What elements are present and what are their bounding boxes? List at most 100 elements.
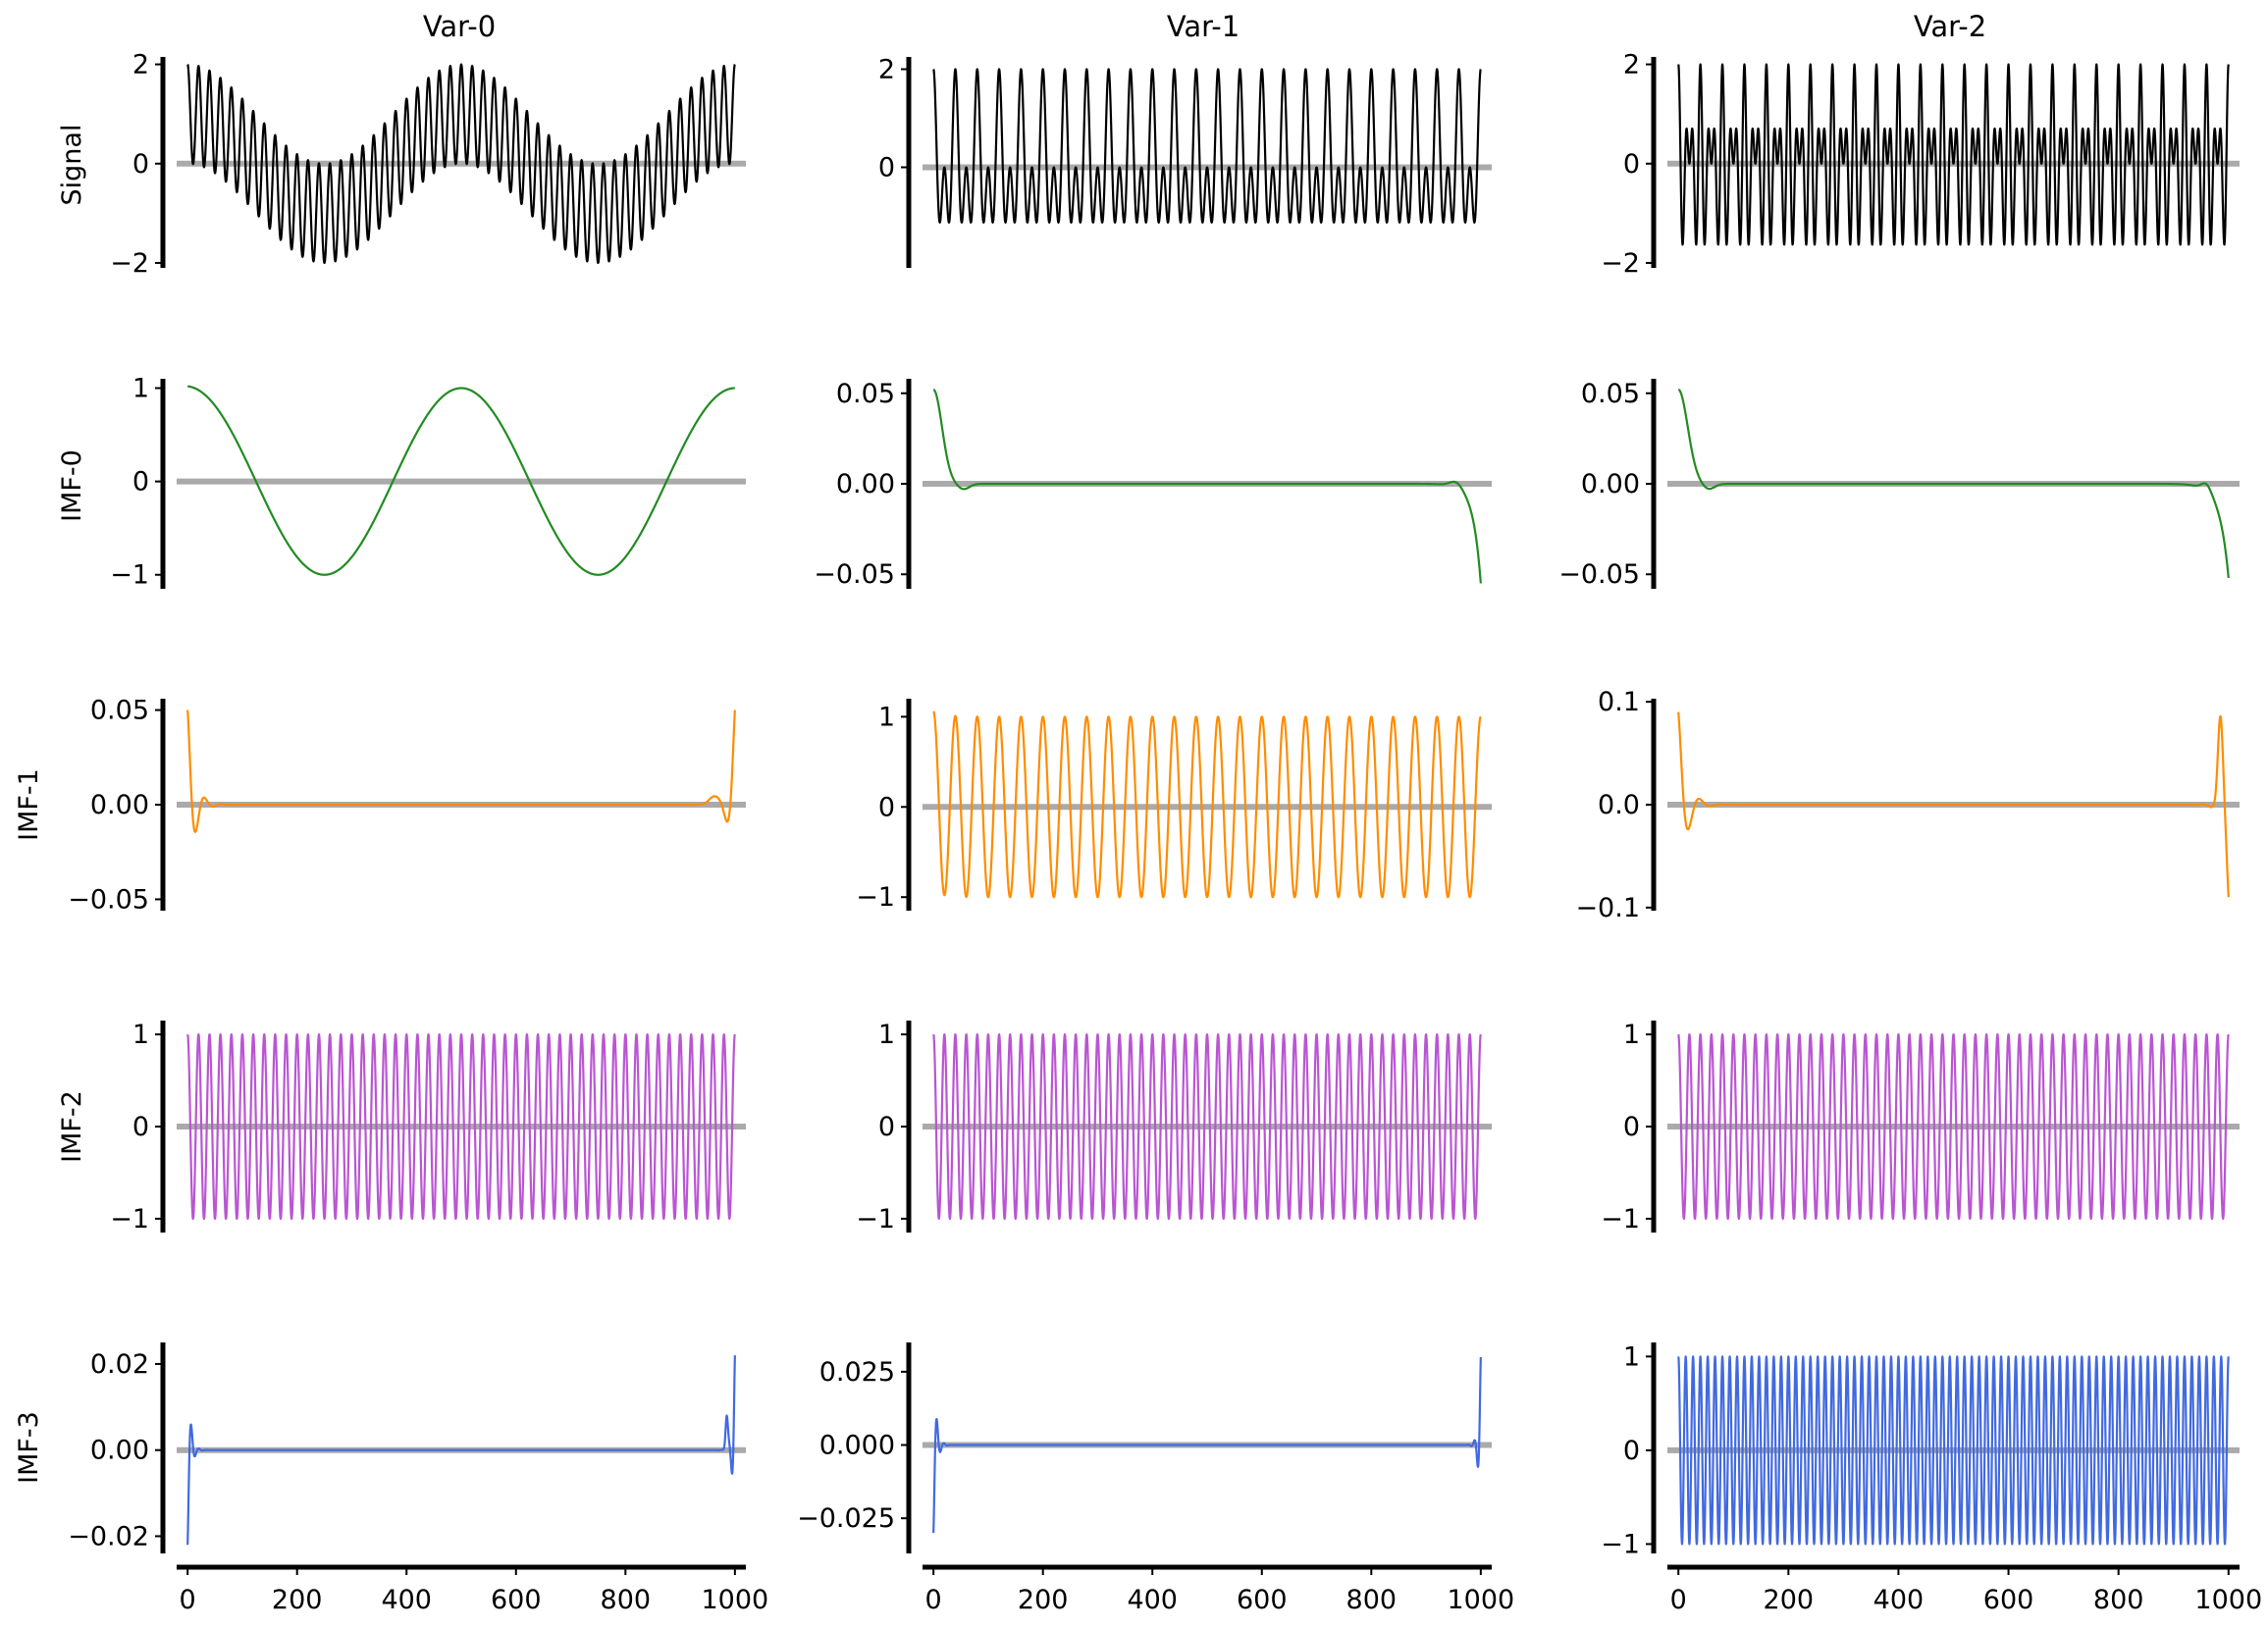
panel-imf-0-var-2-y-tick-label-2: −0.05	[1558, 559, 1640, 590]
panel-imf-2-var-1-y-tick-label-0: 1	[878, 1020, 895, 1050]
panel-imf-1-var-1: 1 0 −1	[856, 699, 1492, 913]
row-label-imf-0: IMF-0	[57, 449, 87, 522]
panel-imf-0-var-2-series-line	[1677, 388, 2230, 579]
x-tick-label-var-1-0: 0	[925, 1585, 942, 1615]
panel-imf-3-var-0-y-tick-label-0: 0.02	[90, 1349, 149, 1380]
panel-signal-var-0-series-line	[186, 63, 736, 265]
panel-imf-3-var-0-y-tick-label-2: −0.02	[68, 1521, 149, 1551]
x-tick-label-var-2-4: 800	[2093, 1585, 2144, 1615]
panel-imf-1-var-0-y-tick-label-0: 0.05	[90, 696, 149, 726]
panel-imf-3-var-1: 0.025 0.000 −0.025	[797, 1342, 1492, 1553]
panel-signal-var-0-y-tick-label-1: 0	[132, 149, 149, 180]
panel-signal-var-0: 2 0 −2	[110, 50, 746, 279]
panel-imf-0-var-1: 0.05 0.00 −0.05	[814, 379, 1492, 590]
row-label-imf-1: IMF-1	[14, 768, 44, 841]
panel-signal-var-2-y-tick-label-2: −2	[1601, 248, 1640, 279]
panel-imf-1-var-1-series-line	[932, 710, 1482, 899]
panel-imf-1-var-0-series-line	[186, 709, 736, 833]
panel-imf-1-var-1-y-tick-label-0: 1	[878, 702, 895, 732]
panel-imf-3-var-2-series-line	[1677, 1355, 2230, 1546]
row-label-signal: Signal	[57, 125, 87, 206]
panel-imf-3-var-2: 1 0 −1	[1601, 1341, 2240, 1559]
panel-signal-var-2-series-line	[1677, 63, 2230, 246]
panel-imf-1-var-0: 0.05 0.00 −0.05	[68, 696, 746, 915]
panel-imf-2-var-2-y-tick-label-0: 1	[1623, 1020, 1640, 1050]
panel-imf-3-var-0-y-tick-label-1: 0.00	[90, 1436, 149, 1466]
panel-imf-3-var-1-y-tick-label-2: −0.025	[797, 1503, 895, 1534]
panel-signal-var-1-y-tick-label-1: 0	[878, 153, 895, 184]
x-tick-label-var-2-2: 400	[1873, 1585, 1925, 1615]
panel-imf-0-var-1-y-tick-label-0: 0.05	[836, 379, 895, 409]
x-tick-label-var-1-1: 200	[1018, 1585, 1069, 1615]
panel-imf-2-var-1-y-tick-label-2: −1	[856, 1204, 895, 1235]
panel-imf-2-var-2: 1 0 −1	[1601, 1020, 2240, 1235]
x-tick-label-var-0-3: 600	[491, 1585, 542, 1615]
panel-signal-var-0-y-tick-label-0: 2	[132, 50, 149, 80]
x-tick-label-var-0-5: 1000	[701, 1585, 768, 1615]
panel-imf-2-var-0-y-tick-label-0: 1	[132, 1020, 149, 1050]
panel-imf-0-var-0-series-line	[186, 385, 736, 576]
row-label-imf-2: IMF-2	[57, 1090, 87, 1163]
panel-imf-2-var-1-y-tick-label-1: 0	[878, 1112, 895, 1142]
panel-imf-2-var-1: 1 0 −1	[856, 1020, 1492, 1235]
panel-imf-3-var-2-y-tick-label-2: −1	[1601, 1529, 1640, 1559]
x-tick-label-var-1-2: 400	[1127, 1585, 1178, 1615]
panel-imf-1-var-1-y-tick-label-1: 0	[878, 792, 895, 822]
panel-imf-0-var-0: 1 0 −1	[110, 374, 746, 591]
x-tick-label-var-2-0: 0	[1670, 1585, 1687, 1615]
x-tick-label-var-0-1: 200	[272, 1585, 323, 1615]
x-tick-label-var-0-0: 0	[180, 1585, 196, 1615]
panel-imf-3-var-2-y-tick-label-1: 0	[1623, 1436, 1640, 1466]
panel-signal-var-1: 20	[878, 55, 1492, 268]
panel-imf-0-var-2: 0.05 0.00 −0.05	[1558, 379, 2240, 590]
x-tick-label-var-0-4: 800	[601, 1585, 652, 1615]
x-tick-label-var-2-1: 200	[1764, 1585, 1815, 1615]
panel-signal-var-1-series-line	[932, 68, 1482, 224]
row-label-imf-3: IMF-3	[14, 1411, 44, 1484]
panel-imf-2-var-0-y-tick-label-2: −1	[110, 1204, 149, 1235]
panel-imf-2-var-2-y-tick-label-1: 0	[1623, 1112, 1640, 1142]
x-tick-label-var-1-5: 1000	[1447, 1585, 1514, 1615]
panel-imf-1-var-1-y-tick-label-2: −1	[856, 882, 895, 913]
panel-imf-0-var-1-y-tick-label-1: 0.00	[836, 469, 895, 499]
x-tick-label-var-0-2: 400	[381, 1585, 432, 1615]
column-title-var-0: Var-0	[423, 10, 496, 43]
panel-imf-3-var-2-y-tick-label-0: 1	[1623, 1341, 1640, 1372]
panel-imf-1-var-2-y-tick-label-1: 0.0	[1598, 790, 1640, 820]
panel-imf-0-var-0-y-tick-label-0: 1	[132, 374, 149, 404]
panel-imf-1-var-0-y-tick-label-2: −0.05	[68, 884, 149, 915]
panel-imf-1-var-0-y-tick-label-1: 0.00	[90, 790, 149, 820]
panel-imf-1-var-2: 0.1 0.0 −0.1	[1575, 687, 2240, 923]
panel-signal-var-1-y-tick-label-0: 2	[878, 55, 895, 85]
panel-imf-3-var-0-series-line	[186, 1355, 736, 1546]
panel-imf-3-var-1-series-line	[932, 1356, 1482, 1534]
panel-imf-2-var-2-series-line	[1677, 1032, 2230, 1221]
panel-signal-var-2-y-tick-label-1: 0	[1623, 149, 1640, 180]
panel-imf-0-var-1-y-tick-label-2: −0.05	[814, 559, 895, 590]
panel-imf-0-var-0-y-tick-label-2: −1	[110, 560, 149, 591]
x-tick-label-var-1-3: 600	[1237, 1585, 1288, 1615]
panel-imf-3-var-1-y-tick-label-0: 0.025	[819, 1357, 895, 1388]
column-title-var-2: Var-2	[1914, 10, 1986, 43]
panel-imf-2-var-0: 1 0 −1	[110, 1020, 746, 1235]
x-tick-label-var-2-5: 1000	[2194, 1585, 2262, 1615]
panel-imf-0-var-1-series-line	[932, 388, 1482, 584]
panel-signal-var-0-y-tick-label-2: −2	[110, 248, 149, 279]
panel-imf-1-var-2-series-line	[1677, 711, 2230, 898]
panel-imf-2-var-0-series-line	[186, 1032, 736, 1221]
x-tick-label-var-1-4: 800	[1346, 1585, 1398, 1615]
panel-imf-1-var-2-y-tick-label-0: 0.1	[1598, 687, 1640, 717]
panel-imf-3-var-0: 0.02 0.00 −0.02	[68, 1342, 746, 1553]
panel-imf-3-var-1-y-tick-label-1: 0.000	[819, 1431, 895, 1461]
panel-imf-0-var-0-y-tick-label-1: 0	[132, 467, 149, 498]
panel-signal-var-2: 2 0 −2	[1601, 50, 2240, 279]
panel-imf-0-var-2-y-tick-label-0: 0.05	[1581, 379, 1640, 409]
panel-imf-2-var-0-y-tick-label-1: 0	[132, 1112, 149, 1142]
panel-imf-2-var-1-series-line	[932, 1032, 1482, 1221]
panel-imf-2-var-2-y-tick-label-2: −1	[1601, 1204, 1640, 1235]
panel-imf-0-var-2-y-tick-label-1: 0.00	[1581, 469, 1640, 499]
x-tick-label-var-2-3: 600	[1983, 1585, 2034, 1615]
panel-signal-var-2-y-tick-label-0: 2	[1623, 50, 1640, 80]
